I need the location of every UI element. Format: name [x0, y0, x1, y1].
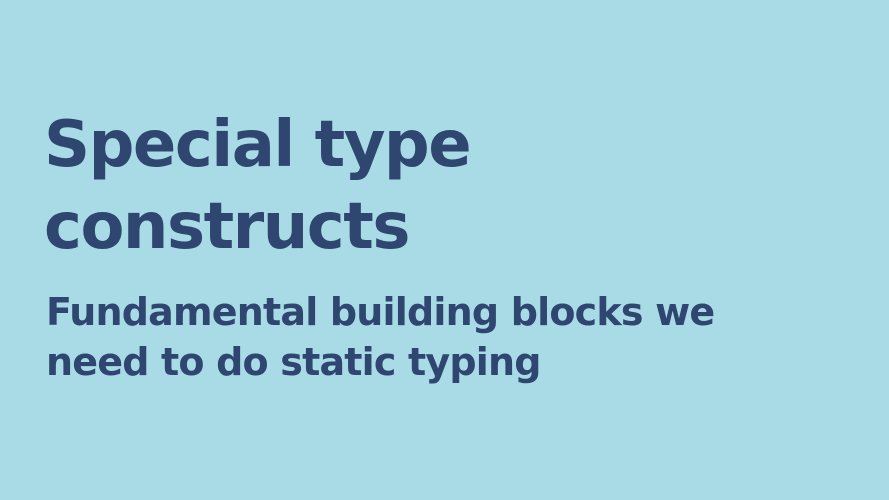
slide-subtitle-line-1: Fundamental building blocks we: [46, 290, 715, 334]
slide-title-line-1: Special type: [44, 108, 472, 182]
slide-subtitle-line-2: need to do static typing: [46, 340, 541, 384]
slide-title: Special type constructs: [44, 104, 844, 268]
slide-subtitle: Fundamental building blocks we need to d…: [46, 287, 846, 387]
slide-title-line-2: constructs: [44, 190, 410, 264]
